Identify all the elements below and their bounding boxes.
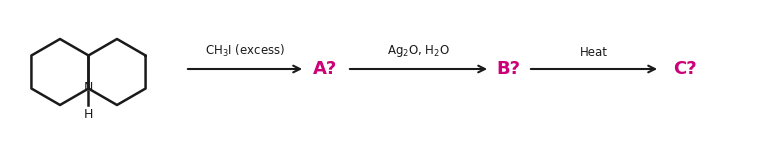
Text: A?: A? [313,60,337,78]
Text: CH$_3$I (excess): CH$_3$I (excess) [205,43,285,59]
Text: N: N [84,81,93,94]
Text: H: H [84,109,93,122]
Text: C?: C? [673,60,697,78]
Text: Heat: Heat [580,46,608,59]
Text: B?: B? [496,60,520,78]
Text: Ag$_2$O, H$_2$O: Ag$_2$O, H$_2$O [387,43,450,59]
